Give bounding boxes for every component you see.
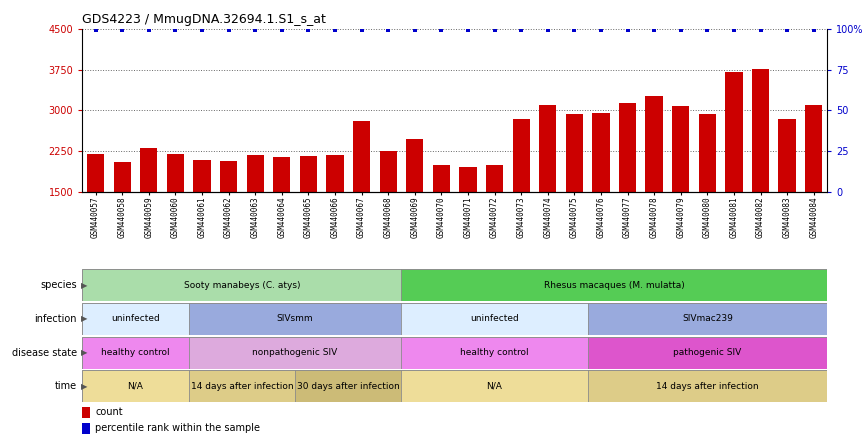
Text: pathogenic SIV: pathogenic SIV [673,348,741,357]
Bar [140,148,158,192]
Bar [402,303,588,335]
Bar [752,68,769,192]
Text: ▶: ▶ [81,382,88,391]
Text: GDS4223 / MmugDNA.32694.1.S1_s_at: GDS4223 / MmugDNA.32694.1.S1_s_at [82,13,326,26]
Text: species: species [41,280,77,290]
Bar [406,139,423,192]
Text: disease state: disease state [12,348,77,357]
Text: 30 days after infection: 30 days after infection [297,382,399,391]
Text: healthy control: healthy control [460,348,529,357]
Bar [113,162,131,192]
Bar [402,337,588,369]
Bar [565,114,583,192]
Bar [402,370,588,402]
Bar [87,154,104,192]
Bar [588,337,827,369]
Text: Rhesus macaques (M. mulatta): Rhesus macaques (M. mulatta) [544,281,685,289]
Bar [189,337,402,369]
Text: time: time [55,381,77,391]
Text: SIVmac239: SIVmac239 [682,314,733,323]
Text: percentile rank within the sample: percentile rank within the sample [95,423,261,433]
Text: 14 days after infection: 14 days after infection [656,382,759,391]
Bar [82,370,189,402]
Bar [726,72,742,192]
Bar [486,165,503,192]
Bar [247,155,264,192]
Bar [193,160,210,192]
Text: N/A: N/A [487,382,502,391]
Bar [82,303,189,335]
Text: healthy control: healthy control [101,348,170,357]
Bar [402,269,827,301]
Bar [189,370,295,402]
Bar [379,151,397,192]
Bar [592,112,610,192]
Bar [273,157,290,192]
Bar [699,114,716,192]
Bar [167,154,184,192]
Text: Sooty manabeys (C. atys): Sooty manabeys (C. atys) [184,281,301,289]
Bar [805,105,823,192]
Bar [295,370,402,402]
Text: ▶: ▶ [81,314,88,323]
Text: uninfected: uninfected [111,314,160,323]
Bar [433,165,450,192]
Bar [588,303,827,335]
Text: 14 days after infection: 14 days after infection [191,382,294,391]
Bar [459,167,476,192]
Bar [353,121,370,192]
Text: ▶: ▶ [81,281,88,289]
Bar [513,119,530,192]
Bar [779,119,796,192]
Bar [645,96,662,192]
Text: ▶: ▶ [81,348,88,357]
Text: SIVsmm: SIVsmm [277,314,313,323]
Bar [82,337,189,369]
Text: N/A: N/A [127,382,144,391]
Text: count: count [95,408,123,417]
Bar [672,106,689,192]
Text: infection: infection [35,314,77,324]
Bar [82,269,402,301]
Bar [189,303,402,335]
Bar [619,103,637,192]
Bar [220,161,237,192]
Bar [300,156,317,192]
Text: uninfected: uninfected [470,314,519,323]
Bar [82,407,90,418]
Bar [588,370,827,402]
Text: nonpathogenic SIV: nonpathogenic SIV [252,348,338,357]
Bar [82,423,90,433]
Bar [326,155,344,192]
Bar [540,105,556,192]
